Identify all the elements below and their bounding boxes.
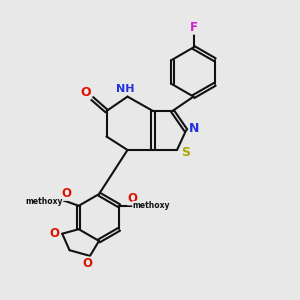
Text: O: O [62,187,72,200]
Text: methoxy: methoxy [26,197,63,206]
Text: N: N [189,122,199,136]
Text: O: O [82,257,92,270]
Text: O: O [80,86,91,99]
Text: F: F [190,21,197,34]
Text: NH: NH [116,84,134,94]
Text: S: S [181,146,190,160]
Text: methoxy: methoxy [133,201,170,210]
Text: O: O [50,226,60,240]
Text: O: O [128,192,137,205]
